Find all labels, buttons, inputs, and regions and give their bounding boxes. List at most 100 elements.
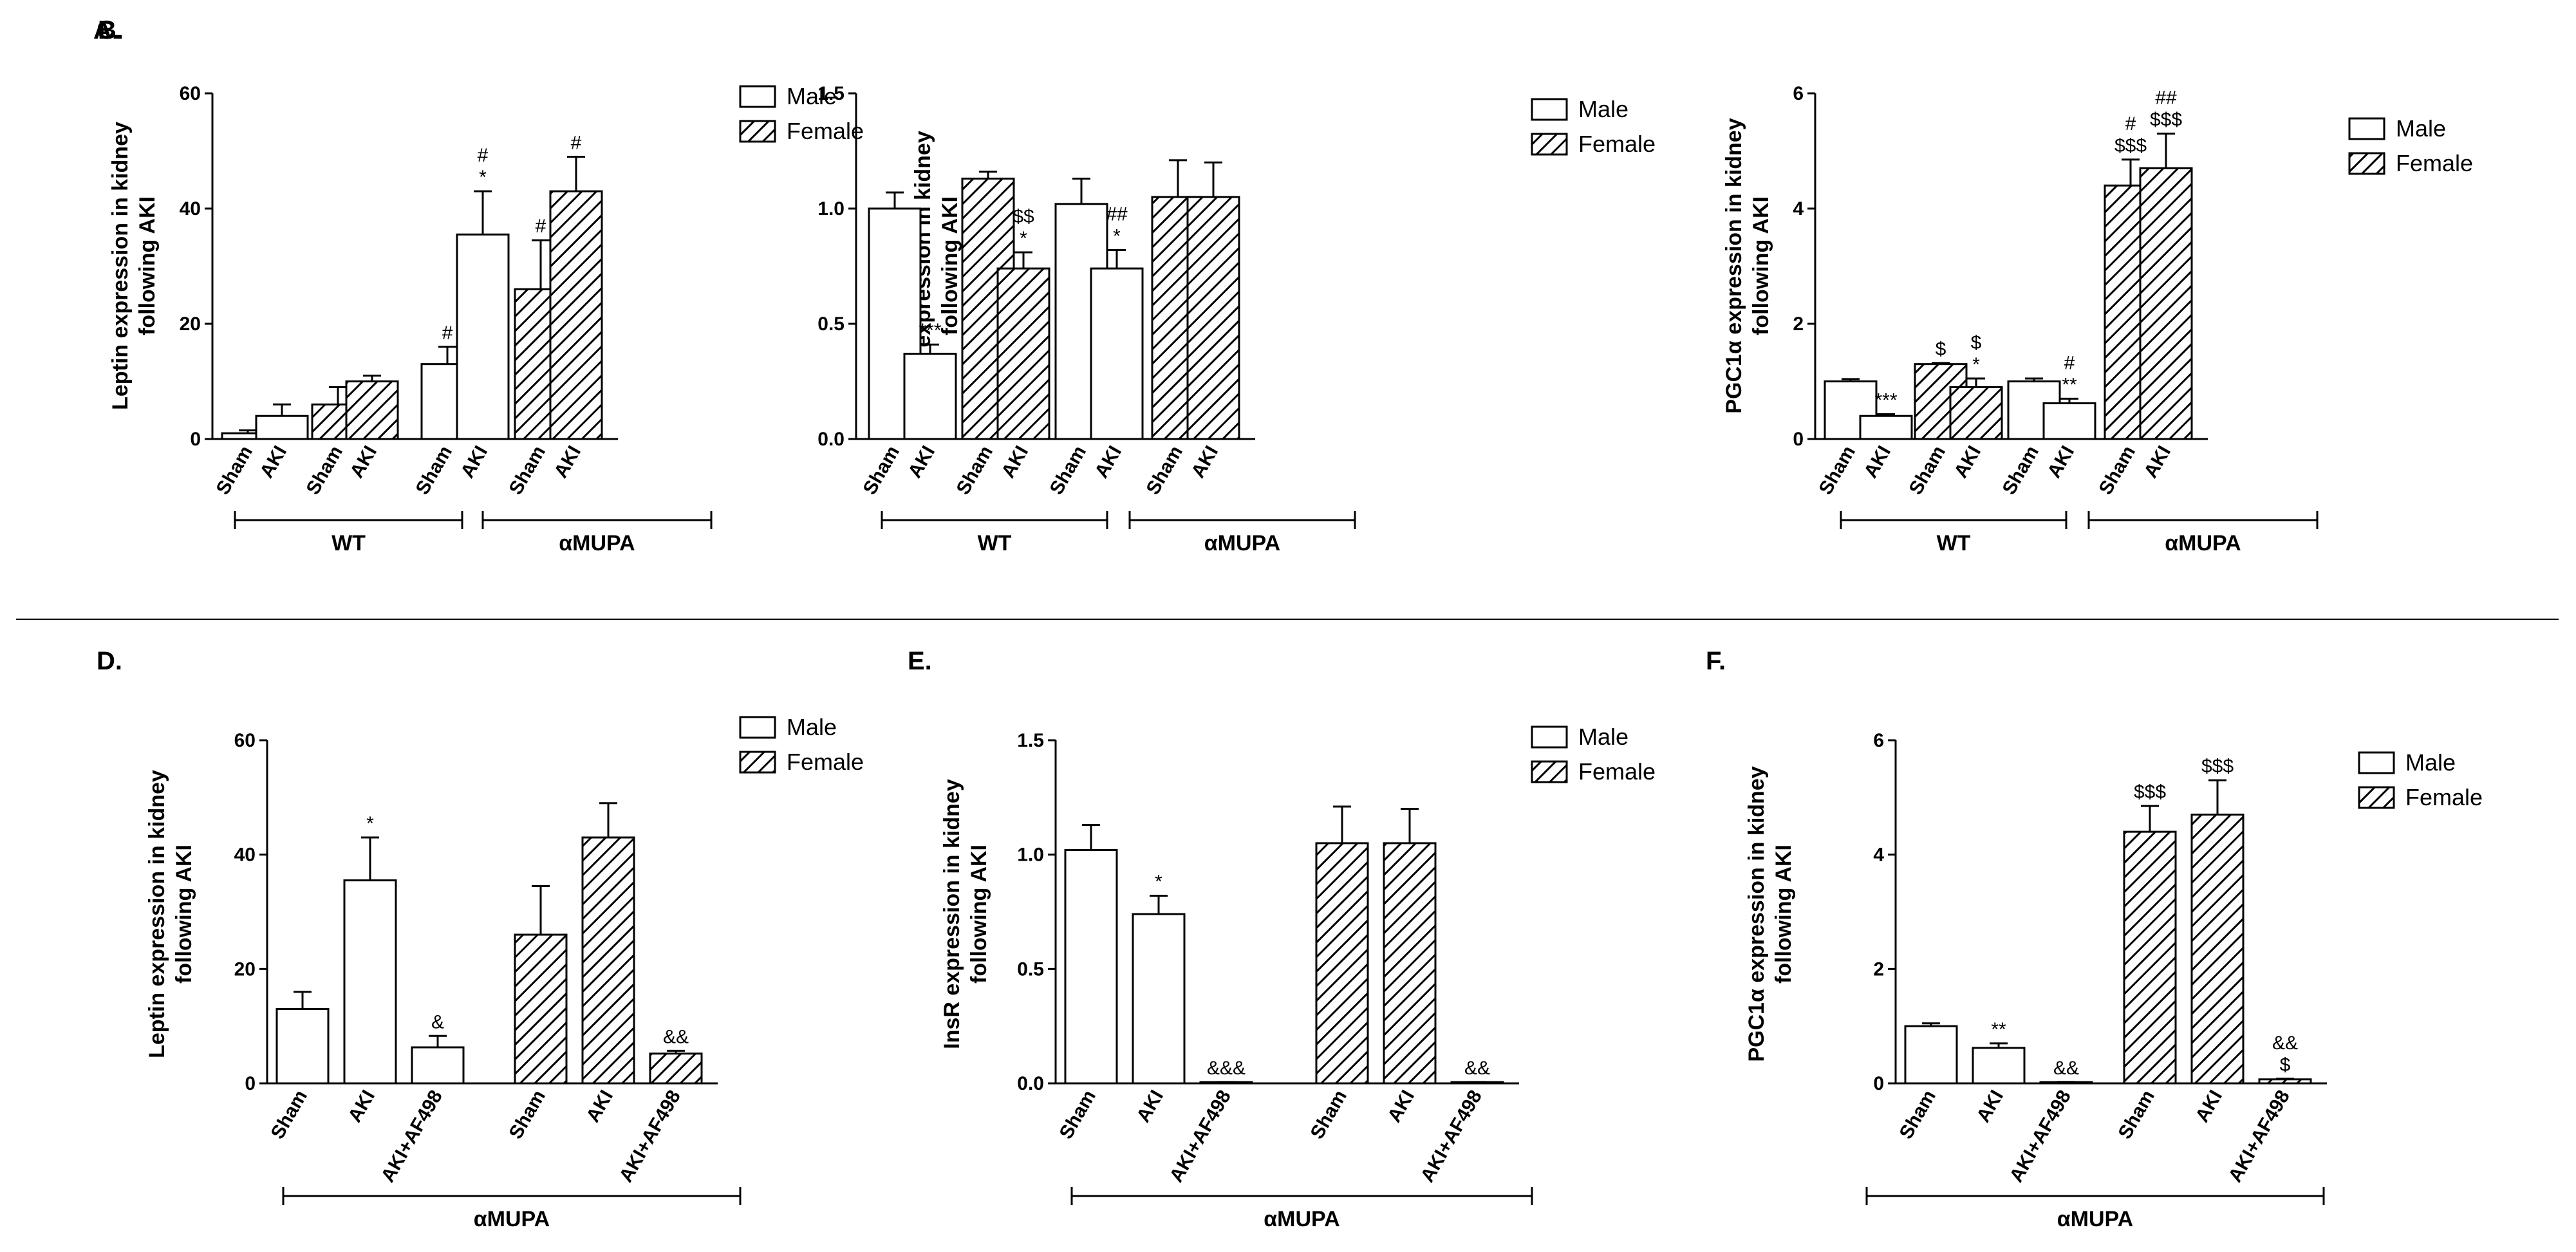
legend: Male Female [2348, 115, 2473, 176]
significance-marker: # [2125, 113, 2136, 135]
y-axis-label-line: Leptin expression in kidney [145, 770, 169, 1058]
bar-female-aki [996, 267, 1050, 440]
bar-male-aki [1859, 415, 1913, 440]
significance-marker: ** [2062, 374, 2077, 395]
y-tick-label: 4 [1793, 198, 1804, 220]
significance-marker: # [2064, 352, 2075, 373]
group-label: αMUPA [1264, 1207, 1340, 1231]
y-tick-label: 0.0 [817, 429, 845, 450]
bar-male-aki [1972, 1047, 2026, 1085]
significance-marker: *** [919, 320, 941, 341]
bar-male-sham [1904, 1025, 1958, 1085]
legend-swatch-male [739, 85, 776, 108]
legend: Male Female [1531, 724, 1656, 785]
y-tick-label: 60 [234, 730, 256, 751]
bar-female-aki [581, 836, 635, 1085]
significance-marker: & [431, 1011, 444, 1032]
bar-male-sham [275, 1008, 330, 1085]
y-axis-label-line: following AKI [172, 845, 196, 984]
panel-c: C.PGC1α expression in kidney following AK… [97, 16, 2473, 556]
bar-female-sham [1315, 842, 1369, 1085]
legend-label-female: Female [787, 749, 864, 775]
legend-swatch-female [1531, 133, 1568, 156]
significance-marker: * [1155, 872, 1162, 893]
bar-male-sham [1064, 849, 1118, 1085]
y-tick-label: 60 [180, 83, 201, 104]
y-tick-label: 6 [1793, 83, 1804, 104]
significance-marker: && [663, 1026, 689, 1047]
significance-marker: $ [1971, 332, 1982, 353]
y-tick-label: 0.5 [1017, 958, 1044, 980]
significance-marker: $$$ [2134, 781, 2166, 803]
group-label: WT [331, 531, 366, 556]
y-tick-label: 0 [1873, 1073, 1884, 1094]
bar-female-aki [345, 380, 399, 440]
y-tick-label: 6 [1873, 730, 1884, 751]
group-label: αMUPA [1204, 531, 1281, 556]
panel-letter: F. [1706, 647, 1726, 675]
significance-marker: ## [2155, 88, 2177, 109]
y-tick-label: 20 [234, 958, 256, 980]
y-tick-label: 1.5 [1017, 730, 1044, 751]
bar-female-aki [1186, 196, 1240, 440]
y-axis-label-line: PGC1α expression in kidney [1722, 118, 1746, 413]
panel-letter: B. [98, 16, 124, 44]
panel-letter: C. [97, 16, 122, 44]
y-tick-label: 1.0 [817, 198, 845, 220]
significance-marker: && [2272, 1032, 2298, 1054]
legend-label-female: Female [1578, 758, 1656, 785]
legend-swatch-male [2358, 751, 2395, 774]
legend-swatch-male [2348, 117, 2385, 140]
y-axis-label: Leptin expression in kidney following AKI [108, 122, 160, 410]
y-axis-label-line: following AKI [1771, 845, 1796, 984]
y-tick-label: 2 [1793, 313, 1804, 335]
bar-male-aki [343, 879, 397, 1085]
legend-swatch-female [1531, 760, 1568, 783]
y-tick-label: 0.0 [1017, 1073, 1044, 1094]
legend-label-male: Male [787, 83, 837, 109]
y-tick-label: 0 [190, 429, 201, 450]
bar-female-aki [2190, 813, 2245, 1085]
significance-marker: * [1113, 225, 1121, 247]
bar-female-sham [514, 933, 568, 1085]
group-label: αMUPA [559, 531, 635, 556]
y-tick-label: 4 [1873, 845, 1884, 866]
legend: Male Female [739, 714, 864, 775]
significance-marker: && [2053, 1058, 2079, 1079]
bar-male-aki [1090, 267, 1144, 440]
legend-label-female: Female [1578, 131, 1656, 157]
bar-female-aki-af498 [649, 1052, 703, 1085]
legend-swatch-male [739, 716, 776, 739]
legend-label-male: Male [1578, 724, 1629, 750]
legend: Male Female [2358, 749, 2483, 810]
y-axis-label-line: following AKI [1749, 196, 1773, 335]
significance-marker: * [479, 167, 487, 188]
legend-label-female: Female [2405, 784, 2483, 810]
significance-marker: # [478, 145, 489, 166]
significance-marker: # [442, 322, 453, 344]
y-tick-label: 2 [1873, 958, 1884, 980]
bar-female-sham [2123, 830, 2177, 1085]
bar-male-aki [2042, 402, 2096, 440]
group-label: αMUPA [2165, 531, 2241, 556]
significance-marker: $$$ [2114, 135, 2147, 156]
significance-marker: # [536, 216, 546, 237]
legend-label-female: Female [787, 118, 864, 144]
y-axis-label-line: following AKI [967, 845, 991, 984]
legend: Male Female [739, 83, 864, 144]
legend-swatch-male [1531, 98, 1568, 121]
y-axis-label: PGC1α expression in kidney following AKI [1744, 766, 1796, 1061]
y-axis-label-line: following AKI [135, 196, 160, 335]
y-axis-label: Leptin expression in kidney following AKI [145, 770, 196, 1058]
legend-label-male: Male [2396, 115, 2446, 142]
bar-male-aki [1132, 913, 1186, 1085]
significance-marker: ** [1991, 1019, 2006, 1040]
significance-marker: $ [1936, 339, 1946, 360]
bar-male-aki [456, 233, 510, 440]
legend-label-male: Male [787, 714, 837, 740]
legend-swatch-female [739, 120, 776, 143]
bar-female-aki [1949, 386, 2003, 440]
panel-b: B.InsR expression in kidney following AKI… [98, 16, 1656, 556]
y-tick-label: 0 [1793, 429, 1804, 450]
